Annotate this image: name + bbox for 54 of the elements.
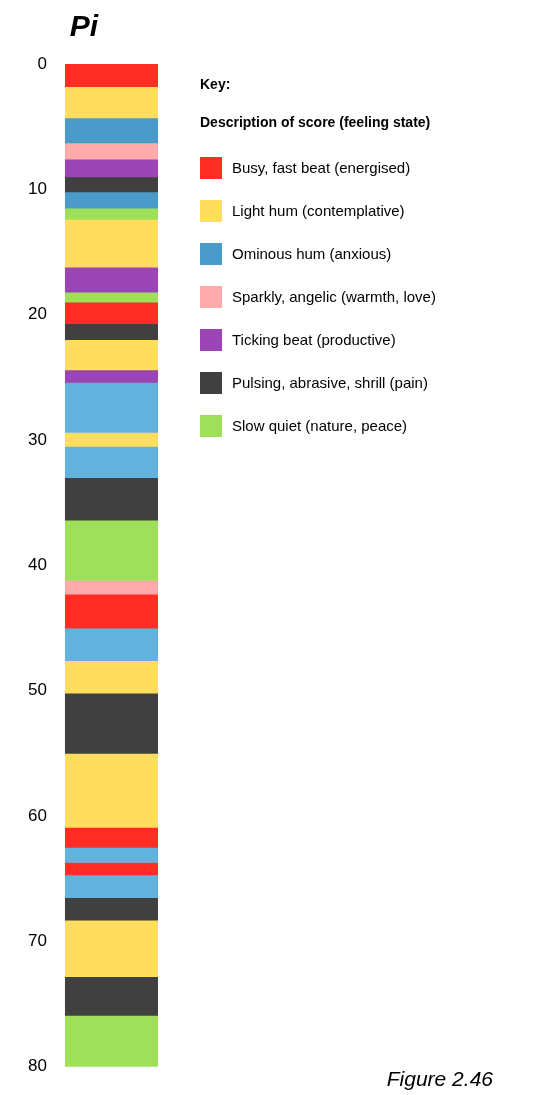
legend-label: Ominous hum (anxious) <box>232 245 392 262</box>
bar <box>64 382 158 433</box>
legend-label: Ticking beat (productive) <box>232 331 396 348</box>
bar <box>64 291 158 303</box>
chart-title: Pi <box>69 9 99 43</box>
bar <box>64 369 158 383</box>
bar <box>64 827 158 848</box>
bar <box>64 847 158 863</box>
bar <box>64 897 158 921</box>
bar <box>64 432 158 447</box>
bar <box>64 753 158 828</box>
bar <box>64 117 158 144</box>
legend-label: Slow quiet (nature, peace) <box>232 417 408 434</box>
bar <box>64 64 158 87</box>
y-tick-label: 30 <box>27 429 47 449</box>
bar <box>64 660 158 694</box>
y-tick-label: 70 <box>27 931 47 951</box>
y-tick-label: 50 <box>27 680 47 700</box>
bar <box>64 158 158 178</box>
bar <box>64 1015 158 1067</box>
bar <box>64 593 158 629</box>
bar <box>64 339 158 371</box>
bar <box>64 580 158 595</box>
bar <box>64 219 158 268</box>
y-tick-label: 80 <box>27 1056 47 1076</box>
y-tick-label: 40 <box>27 555 47 575</box>
text: Description of score (feeling state) <box>200 114 432 130</box>
bar <box>64 519 158 581</box>
legend-label: Light hum (contemplative) <box>232 202 405 219</box>
bar <box>64 207 158 220</box>
bar <box>64 627 158 661</box>
legend-label: Sparkly, angelic (warmth, love) <box>232 288 436 305</box>
bar <box>64 191 158 209</box>
bar <box>64 301 158 324</box>
bar <box>64 445 158 478</box>
bar <box>64 176 158 193</box>
bar <box>64 692 158 754</box>
bar <box>64 266 158 293</box>
bar <box>64 919 158 977</box>
bar <box>64 976 158 1016</box>
bar <box>64 323 158 341</box>
bar <box>64 874 158 898</box>
y-tick-label: 10 <box>27 179 47 199</box>
y-tick-label: 0 <box>37 53 47 73</box>
bar <box>64 477 158 521</box>
bar <box>64 862 158 876</box>
legend-title: Key: <box>200 76 232 92</box>
legend-label: Busy, fast beat (energised) <box>232 159 411 176</box>
y-tick-label: 20 <box>27 304 47 324</box>
bar <box>64 86 158 119</box>
bar <box>64 142 158 160</box>
caption: Figure 2.46 <box>386 1067 493 1091</box>
y-tick-label: 60 <box>27 805 47 825</box>
legend-label: Pulsing, abrasive, shrill (pain) <box>232 374 428 391</box>
